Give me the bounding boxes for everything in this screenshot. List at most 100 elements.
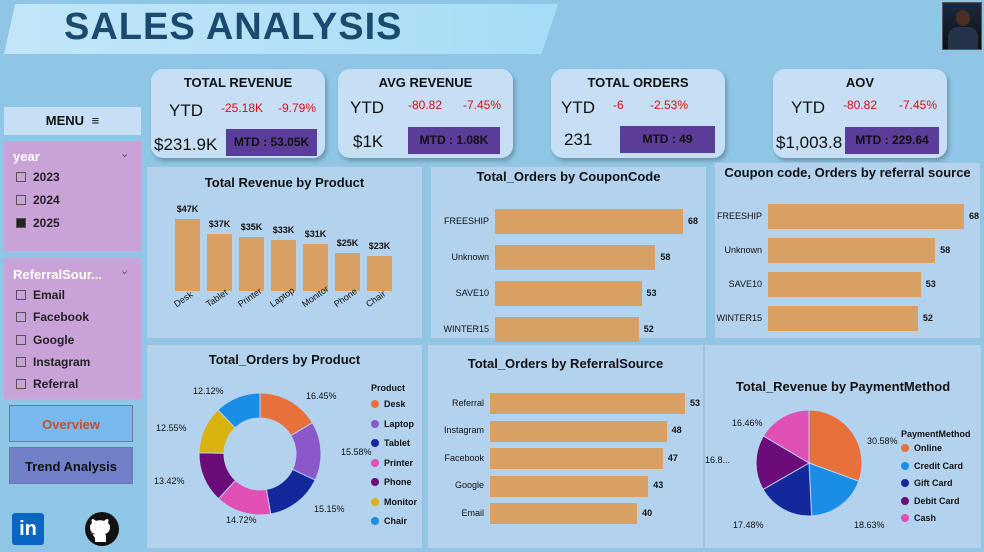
slice-label: 14.72% xyxy=(226,515,257,525)
legend-dot xyxy=(901,479,909,487)
legend-item: Phone xyxy=(371,477,412,487)
kpi-title: AVG REVENUE xyxy=(378,75,473,90)
category-label: Facebook xyxy=(444,452,484,463)
year-option[interactable]: 2024 xyxy=(16,193,60,207)
chart-title: Coupon code, Orders by referral source xyxy=(724,165,971,180)
year-slicer: year ⌄ 2023 2024 2025 xyxy=(4,141,141,251)
chart-title: Total_Orders by ReferralSource xyxy=(467,356,664,371)
category-label: FREESHIP xyxy=(443,215,489,226)
checkbox[interactable] xyxy=(16,335,26,345)
category-label: SAVE10 xyxy=(455,287,489,298)
year-option[interactable]: 2025 xyxy=(16,216,60,230)
legend-dot xyxy=(901,461,909,470)
legend-label: Chair xyxy=(384,516,408,526)
chart-title: Total_Orders by CouponCode xyxy=(476,169,661,184)
year-option[interactable]: 2023 xyxy=(16,170,60,184)
checkbox-checked[interactable] xyxy=(16,218,26,228)
kpi-delta-pct: -2.53% xyxy=(650,98,689,112)
checkbox[interactable] xyxy=(16,357,26,367)
slice-label: 16.8... xyxy=(705,455,731,465)
legend-item: Laptop xyxy=(371,419,414,429)
kpi-delta: -80.82 xyxy=(408,98,443,112)
chevron-down-icon[interactable]: ⌄ xyxy=(120,148,130,160)
checkbox[interactable] xyxy=(16,290,26,300)
referral-option[interactable]: Instagram xyxy=(16,355,90,369)
legend-item: Debit Card xyxy=(901,496,960,506)
data-label: 58 xyxy=(660,251,671,262)
data-label: 43 xyxy=(653,480,664,490)
category-label: WINTER15 xyxy=(443,323,489,334)
github-icon[interactable] xyxy=(84,511,120,547)
trend-analysis-button[interactable]: Trend Analysis xyxy=(9,447,133,484)
kpi-total-revenue: TOTAL REVENUE YTD -25.18K -9.79% $231.9K… xyxy=(151,69,325,158)
linkedin-icon[interactable]: in xyxy=(12,513,44,545)
bar xyxy=(303,243,328,291)
legend-item: Monitor xyxy=(371,497,417,507)
data-label: 53 xyxy=(690,397,701,408)
referral-option[interactable]: Google xyxy=(16,333,74,347)
bar xyxy=(207,234,232,291)
legend-label: Tablet xyxy=(384,438,410,448)
kpi-title: AOV xyxy=(845,75,875,90)
menu-header[interactable]: MENU ≡ xyxy=(4,107,141,135)
kpi-ytd-label: YTD xyxy=(561,98,595,117)
pie-slice xyxy=(762,462,813,517)
data-label: 53 xyxy=(646,287,657,298)
hamburger-icon[interactable]: ≡ xyxy=(91,113,100,128)
referral-option[interactable]: Email xyxy=(16,288,65,302)
chart-title: Total_Orders by Product xyxy=(208,352,361,367)
slicer-title: ReferralSour... xyxy=(13,267,102,282)
checkbox[interactable] xyxy=(16,312,26,322)
bar xyxy=(490,393,685,414)
legend-dot xyxy=(371,400,379,408)
legend-dot xyxy=(371,419,379,428)
referral-option[interactable]: Referral xyxy=(16,377,78,391)
data-label: $35K xyxy=(240,222,263,233)
kpi-title: TOTAL REVENUE xyxy=(183,75,293,90)
chevron-down-icon[interactable]: ⌄ xyxy=(120,265,130,277)
avatar xyxy=(942,2,982,50)
slice-label: 30.58% xyxy=(867,436,898,446)
category-label: Referral xyxy=(451,397,484,408)
kpi-ytd-label: YTD xyxy=(169,101,203,120)
legend-label: Online xyxy=(914,443,943,453)
kpi-delta: -25.18K xyxy=(221,101,264,115)
legend-item: Online xyxy=(901,443,942,453)
category-label: WINTER15 xyxy=(716,312,762,323)
legend-item: Tablet xyxy=(371,438,410,448)
kpi-ytd-label: YTD xyxy=(791,98,825,117)
panel-orders-by-coupon: Total_Orders by CouponCode FREESHIP 68 Unk… xyxy=(430,166,707,342)
legend-dot xyxy=(901,514,909,522)
bar xyxy=(175,219,200,291)
category-label: Desk xyxy=(172,289,195,310)
bar xyxy=(768,272,921,297)
bar xyxy=(239,237,264,291)
kpi-delta: -6 xyxy=(613,98,624,112)
bar xyxy=(367,255,392,291)
kpi-delta-pct: -9.79% xyxy=(278,101,317,115)
panel-revenue-by-payment: Total_Revenue by PaymentMethod PaymentMe… xyxy=(704,344,982,549)
checkbox[interactable] xyxy=(16,379,26,389)
category-label: FREESHIP xyxy=(716,210,762,221)
bar xyxy=(271,240,296,291)
overview-button[interactable]: Overview xyxy=(9,405,133,442)
legend-label: Printer xyxy=(384,457,414,468)
kpi-value: $1K xyxy=(353,132,384,151)
kpi-mtd: MTD : 1.08K xyxy=(408,127,500,154)
data-label: 68 xyxy=(688,215,699,226)
checkbox[interactable] xyxy=(16,195,26,205)
category-label: Unknown xyxy=(724,244,762,255)
checkbox[interactable] xyxy=(16,172,26,182)
slice-label: 15.15% xyxy=(314,504,345,514)
bar xyxy=(495,317,639,342)
referral-option[interactable]: Facebook xyxy=(16,310,89,324)
data-label: 68 xyxy=(969,210,980,221)
bar xyxy=(335,252,360,291)
data-label: $37K xyxy=(208,219,231,230)
data-label: $31K xyxy=(304,228,327,239)
data-label: 53 xyxy=(925,278,936,289)
data-label: $47K xyxy=(176,204,199,214)
pie-slice xyxy=(808,462,860,517)
legend-dot xyxy=(901,496,909,505)
slice-label: 17.48% xyxy=(733,520,764,530)
